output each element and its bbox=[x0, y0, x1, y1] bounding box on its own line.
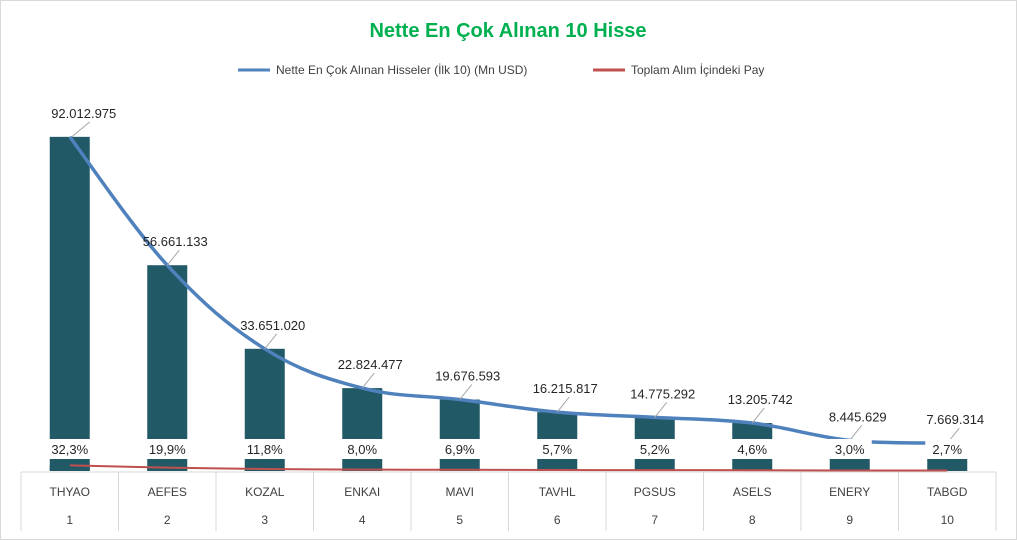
data-label-pay: 8,0% bbox=[347, 442, 377, 457]
chart-title: Nette En Çok Alınan 10 Hisse bbox=[369, 20, 646, 42]
pct-label-bg bbox=[632, 439, 677, 459]
leader-line bbox=[556, 396, 570, 413]
data-label-mn-usd: 14.775.292 bbox=[630, 386, 695, 401]
pct-label-bg bbox=[730, 439, 775, 459]
category-label: PGSUS bbox=[634, 485, 676, 499]
category-index: 10 bbox=[941, 513, 955, 527]
leader-line bbox=[71, 121, 91, 138]
bar-mn-usd bbox=[147, 265, 188, 471]
pct-label-bg bbox=[47, 439, 92, 459]
bar-pay bbox=[49, 465, 90, 471]
category-label: MAVI bbox=[446, 485, 474, 499]
category-label: ENERY bbox=[829, 485, 870, 499]
bar-pay bbox=[244, 468, 285, 471]
bar-mn-usd bbox=[49, 136, 90, 472]
data-label-mn-usd: 8.445.629 bbox=[829, 409, 887, 424]
category-axis: THYAO 1 AEFES 2 KOZAL 3 ENKAI 4 MAVI 5 TAVHL 6 PGSUS… bbox=[20, 471, 997, 531]
category-index: 3 bbox=[261, 513, 268, 527]
pct-label-bg bbox=[535, 439, 580, 459]
category-index: 4 bbox=[359, 513, 366, 527]
category-label: TAVHL bbox=[539, 485, 576, 499]
legend-label-pay: Toplam Alım İçindeki Pay bbox=[631, 63, 764, 77]
line-mn-usd bbox=[68, 135, 948, 445]
leader-line bbox=[166, 249, 180, 266]
category-label: KOZAL bbox=[245, 485, 285, 499]
data-label-mn-usd: 92.012.975 bbox=[51, 106, 116, 121]
data-label-mn-usd: 33.651.020 bbox=[240, 318, 305, 333]
leader-line bbox=[264, 333, 278, 350]
data-label-pay: 6,9% bbox=[445, 442, 475, 457]
bar-mn-usd bbox=[439, 399, 480, 471]
data-label-pay: 5,7% bbox=[542, 442, 572, 457]
data-label-pay: 5,2% bbox=[640, 442, 670, 457]
data-label-mn-usd: 13.205.742 bbox=[728, 392, 793, 407]
data-label-pay: 19,9% bbox=[149, 442, 186, 457]
pct-label-bg bbox=[242, 439, 287, 459]
line-pay bbox=[69, 464, 948, 472]
data-label-mn-usd: 16.215.817 bbox=[533, 381, 598, 396]
data-label-mn-usd: 19.676.593 bbox=[435, 369, 500, 384]
category-index: 7 bbox=[651, 513, 658, 527]
bar-pay bbox=[147, 467, 188, 471]
data-label-pay: 3,0% bbox=[835, 442, 865, 457]
pct-label-bg bbox=[827, 439, 872, 459]
leader-line bbox=[751, 407, 765, 424]
category-label: THYAO bbox=[50, 485, 90, 499]
category-index: 8 bbox=[749, 513, 756, 527]
legend: Nette En Çok Alınan Hisseler (İlk 10) (M… bbox=[238, 63, 764, 77]
leader-line bbox=[361, 372, 375, 389]
category-index: 9 bbox=[846, 513, 853, 527]
category-label: TABGD bbox=[927, 485, 968, 499]
category-label: ENKAI bbox=[344, 485, 380, 499]
category-label: ASELS bbox=[733, 485, 772, 499]
leader-line bbox=[849, 425, 863, 441]
category-label: AEFES bbox=[148, 485, 187, 499]
data-label-pay: 11,8% bbox=[247, 442, 283, 457]
data-label-mn-usd: 56.661.133 bbox=[143, 234, 208, 249]
data-label-pay: 4,6% bbox=[737, 442, 767, 457]
leader-line bbox=[459, 384, 473, 400]
category-index: 1 bbox=[66, 513, 73, 527]
legend-label-mn-usd: Nette En Çok Alınan Hisseler (İlk 10) (M… bbox=[276, 63, 527, 77]
data-label-pay: 2,7% bbox=[932, 442, 962, 457]
leader-line bbox=[654, 402, 668, 418]
pct-label-bg bbox=[340, 439, 385, 459]
category-index: 6 bbox=[554, 513, 561, 527]
pct-label-bg bbox=[437, 439, 482, 459]
category-index: 5 bbox=[456, 513, 463, 527]
data-label-pay: 32,3% bbox=[51, 442, 88, 457]
pct-label-bg bbox=[925, 439, 970, 459]
data-label-mn-usd: 22.824.477 bbox=[338, 357, 403, 372]
category-index: 2 bbox=[164, 513, 171, 527]
plot-area: 92.012.975 32,3% 56.661.133 19,9% 33.651.020… bbox=[47, 106, 984, 472]
data-label-mn-usd: 7.669.314 bbox=[926, 412, 984, 427]
pct-label-bg bbox=[145, 439, 190, 459]
